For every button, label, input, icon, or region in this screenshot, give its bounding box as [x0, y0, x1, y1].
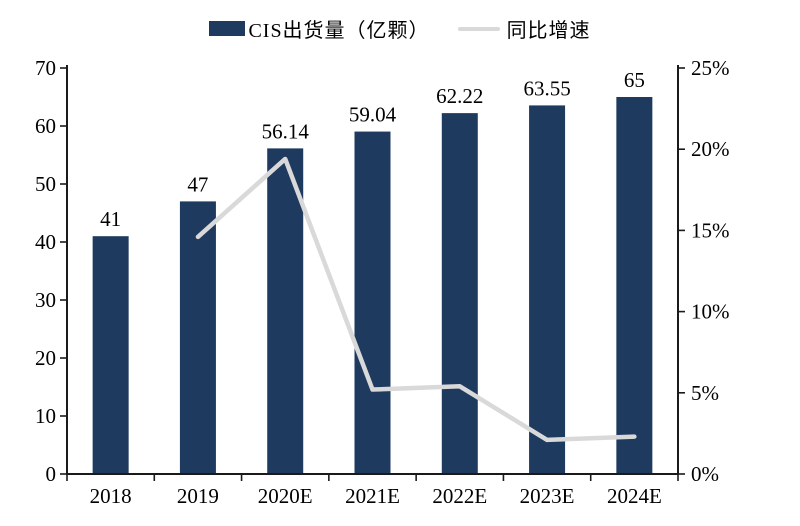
left-axis-tick-label: 70: [35, 56, 56, 80]
bar-2018: [92, 236, 129, 474]
left-axis-tick-label: 10: [35, 404, 56, 428]
bar-value-label-2023E: 63.55: [523, 76, 570, 100]
bar-series-swatch-icon: [209, 21, 246, 36]
bar-value-label-2019: 47: [187, 172, 208, 196]
right-axis-tick-label: 5%: [691, 381, 719, 405]
bar-value-label-2020E: 56.14: [262, 119, 310, 143]
legend-label-line-series: 同比增速: [506, 20, 591, 42]
x-axis-label-2020E: 2020E: [258, 484, 313, 508]
x-axis-label-2021E: 2021E: [345, 484, 400, 508]
bar-2020E: [267, 148, 304, 474]
bar-2021E: [354, 131, 391, 474]
x-axis-label-2018: 2018: [90, 484, 132, 508]
legend-item-bar-series: CIS出货量（亿颗）: [209, 14, 429, 43]
x-axis-label-2024E: 2024E: [607, 484, 662, 508]
left-axis-tick-label: 0: [46, 462, 57, 486]
legend-label-bar-series: CIS出货量（亿颗）: [248, 20, 430, 42]
right-axis-tick-label: 20%: [691, 137, 730, 161]
x-axis-label-2023E: 2023E: [520, 484, 575, 508]
x-axis-label-2022E: 2022E: [432, 484, 487, 508]
left-axis-tick-label: 40: [35, 230, 56, 254]
bar-value-label-2022E: 62.22: [436, 84, 483, 108]
bar-value-label-2021E: 59.04: [349, 103, 397, 127]
left-axis-tick-label: 30: [35, 288, 56, 312]
growth-rate-line: [195, 156, 637, 443]
left-axis-tick-label: 50: [35, 172, 56, 196]
left-axis-tick-label: 20: [35, 346, 56, 370]
right-axis-tick-label: 0%: [691, 462, 719, 486]
left-axis-tick-label: 60: [35, 114, 56, 138]
right-axis-tick-label: 25%: [691, 56, 730, 80]
bar-2019: [179, 201, 216, 474]
right-axis-tick-label: 10%: [691, 300, 730, 324]
bar-2023E: [529, 105, 566, 474]
bar-value-label-2018: 41: [100, 207, 121, 231]
bar-value-label-2024E: 65: [624, 68, 645, 92]
bar-2022E: [441, 113, 478, 475]
bar-2024E: [616, 97, 653, 474]
line-series-swatch-icon: [457, 26, 500, 31]
legend-item-line-series: 同比增速: [457, 14, 591, 43]
chart-legend: CIS出货量（亿颗） 同比增速: [0, 14, 800, 43]
right-axis-tick-label: 15%: [691, 218, 730, 242]
x-axis-label-2019: 2019: [177, 484, 219, 508]
